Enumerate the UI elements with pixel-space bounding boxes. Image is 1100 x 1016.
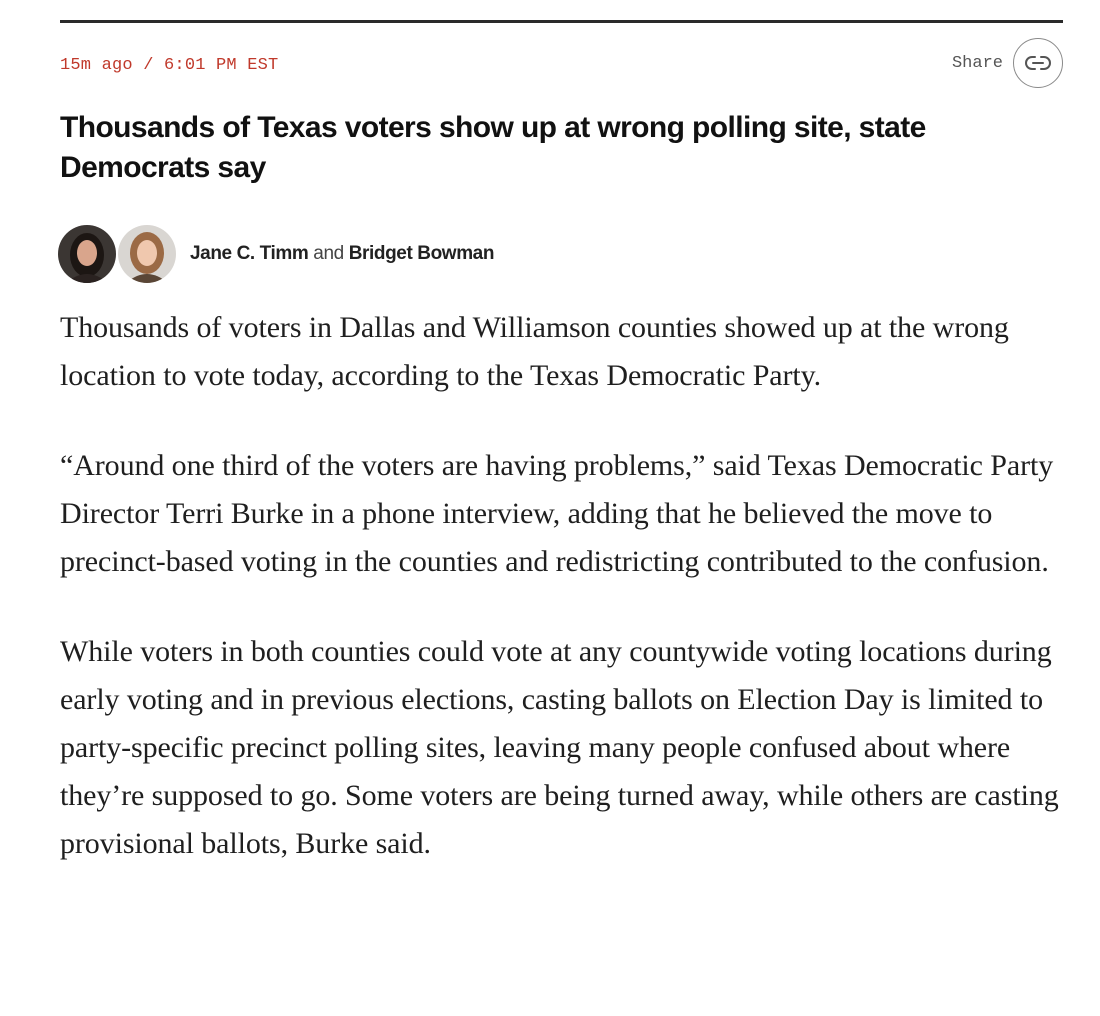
- article-paragraph-3: While voters in both counties could vote…: [60, 635, 1059, 860]
- post-meta: 15m ago / 6:01 PM EST Share: [60, 38, 1063, 94]
- timestamp: 15m ago / 6:01 PM EST: [60, 56, 279, 75]
- author-link-jane-c-timm[interactable]: Jane C. Timm: [190, 243, 309, 264]
- author-conjunction: and: [313, 243, 344, 264]
- author-names: Jane C. Timm and Bridget Bowman: [190, 243, 494, 265]
- author-avatars: [56, 223, 178, 285]
- share-label[interactable]: Share: [951, 53, 1003, 73]
- article-paragraph-2: “Around one third of the voters are havi…: [60, 449, 1054, 578]
- avatar-jane-c-timm[interactable]: [56, 223, 118, 285]
- byline: Jane C. Timm and Bridget Bowman: [56, 222, 494, 286]
- top-rule: [60, 20, 1063, 23]
- share-button[interactable]: Share: [952, 38, 1063, 88]
- headline[interactable]: Thousands of Texas voters show up at wro…: [60, 111, 926, 184]
- article-paragraph-1: Thousands of voters in Dallas and Willia…: [60, 311, 1009, 392]
- avatar-bridget-bowman[interactable]: [116, 223, 178, 285]
- link-icon[interactable]: [1013, 38, 1063, 88]
- article-body: Thousands of voters in Dallas and Willia…: [60, 304, 1070, 910]
- author-link-bridget-bowman[interactable]: Bridget Bowman: [348, 243, 495, 264]
